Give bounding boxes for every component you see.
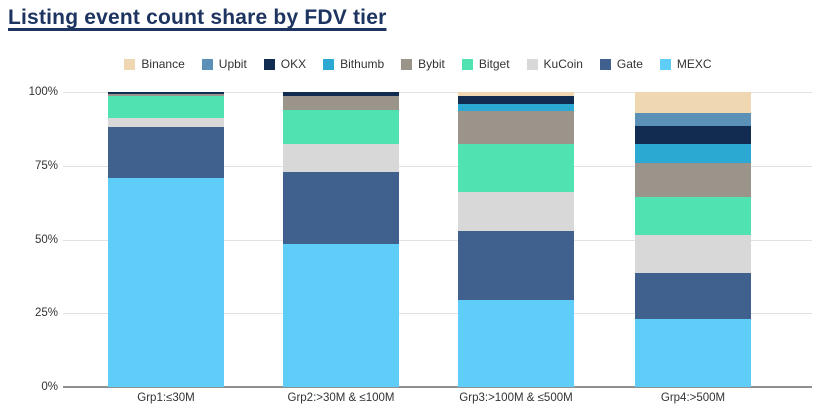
legend-item-okx: OKX <box>263 57 307 71</box>
legend-label: MEXC <box>676 57 712 71</box>
bar-segment-gate <box>108 126 224 178</box>
bar-segment-mexc <box>283 243 399 387</box>
bar-segment-bitget <box>283 109 399 144</box>
x-tick-label: Grp2:>30M & ≤100M <box>287 392 395 404</box>
legend-label: OKX <box>280 57 307 71</box>
gridline-25 <box>63 313 812 315</box>
bar-segment-bitget <box>635 196 751 236</box>
legend-item-bithumb: Bithumb <box>323 57 384 71</box>
x-axis-line <box>63 386 812 388</box>
legend-item-bybit: Bybit <box>401 57 445 71</box>
bar-segment-bithumb <box>458 103 574 112</box>
bar-segment-kucoin <box>635 235 751 274</box>
legend-swatch-icon <box>401 58 413 70</box>
bar-segment-bybit <box>283 96 399 110</box>
legend-label: Bitget <box>478 57 510 71</box>
legend-swatch-icon <box>201 58 213 70</box>
legend-item-mexc: MEXC <box>659 57 712 71</box>
bar-segment-okx <box>458 96 574 104</box>
gridline-50 <box>63 239 812 241</box>
y-tick-label: 75% <box>34 159 58 172</box>
bar-segment-mexc <box>635 319 751 387</box>
legend-label: Upbit <box>218 57 247 71</box>
bar-segment-gate <box>635 273 751 320</box>
legend-label: Gate <box>616 57 643 71</box>
bar-segment-gate <box>458 230 574 300</box>
bar-segment-bithumb <box>635 143 751 163</box>
legend-swatch-icon <box>263 58 275 70</box>
y-tick-label: 50% <box>34 233 58 246</box>
bar-segment-upbit <box>635 112 751 126</box>
legend-item-binance: Binance <box>124 57 185 71</box>
bar-segment-gate <box>283 171 399 244</box>
bar-segment-binance <box>635 92 751 113</box>
bar-segment-bitget <box>108 96 224 118</box>
legend-item-kucoin: KuCoin <box>526 57 583 71</box>
bar-segment-bitget <box>458 143 574 193</box>
chart-title: Listing event count share by FDV tier <box>8 6 387 29</box>
stacked-bar-2 <box>283 92 399 387</box>
gridline-100 <box>63 92 812 93</box>
stacked-bar-4 <box>635 92 751 387</box>
y-tick-label: 100% <box>28 86 58 98</box>
y-tick-label: 0% <box>41 381 58 393</box>
stacked-bar-1 <box>108 92 224 387</box>
bar-segment-bybit <box>635 162 751 197</box>
gridline-75 <box>63 165 812 167</box>
bar-segment-kucoin <box>283 143 399 172</box>
x-tick-label: Grp4:>500M <box>660 392 726 404</box>
legend-swatch-icon <box>659 58 671 70</box>
plot-area: 0% 25% 50% 75% 100% <box>29 86 812 393</box>
bar-segment-mexc <box>458 299 574 387</box>
legend-label: Binance <box>141 57 185 71</box>
bar-segment-mexc <box>108 177 224 387</box>
chart-legend: Binance Upbit OKX Bithumb Bybit Bitget KuCoin G… <box>0 57 820 71</box>
legend-label: KuCoin <box>543 57 583 71</box>
x-tick-label: Grp3:>100M & ≤500M <box>459 392 573 404</box>
stacked-bar-3 <box>458 92 574 387</box>
legend-label: Bybit <box>418 57 445 71</box>
bar-segment-okx <box>108 92 224 95</box>
legend-swatch-icon <box>461 58 473 70</box>
legend-label: Bithumb <box>340 57 385 71</box>
x-axis-labels: Grp1:≤30M Grp2:>30M & ≤100M Grp3:>100M & ≤… <box>65 392 812 408</box>
legend-swatch-icon <box>599 58 611 70</box>
legend-item-bitget: Bitget <box>461 57 510 71</box>
y-tick-label: 25% <box>34 307 58 320</box>
legend-swatch-icon <box>526 58 538 70</box>
bar-segment-kucoin <box>108 117 224 127</box>
bar-segment-okx <box>283 92 399 97</box>
bar-segment-bybit <box>458 111 574 144</box>
legend-swatch-icon <box>124 58 136 70</box>
legend-item-gate: Gate <box>599 57 643 71</box>
legend-swatch-icon <box>323 58 335 70</box>
legend-item-upbit: Upbit <box>201 57 247 71</box>
bar-segment-binance <box>458 92 574 97</box>
bar-segment-okx <box>635 125 751 144</box>
bar-segment-kucoin <box>458 192 574 231</box>
x-tick-label: Grp1:≤30M <box>137 392 195 404</box>
bar-segment-bybit <box>108 94 224 97</box>
